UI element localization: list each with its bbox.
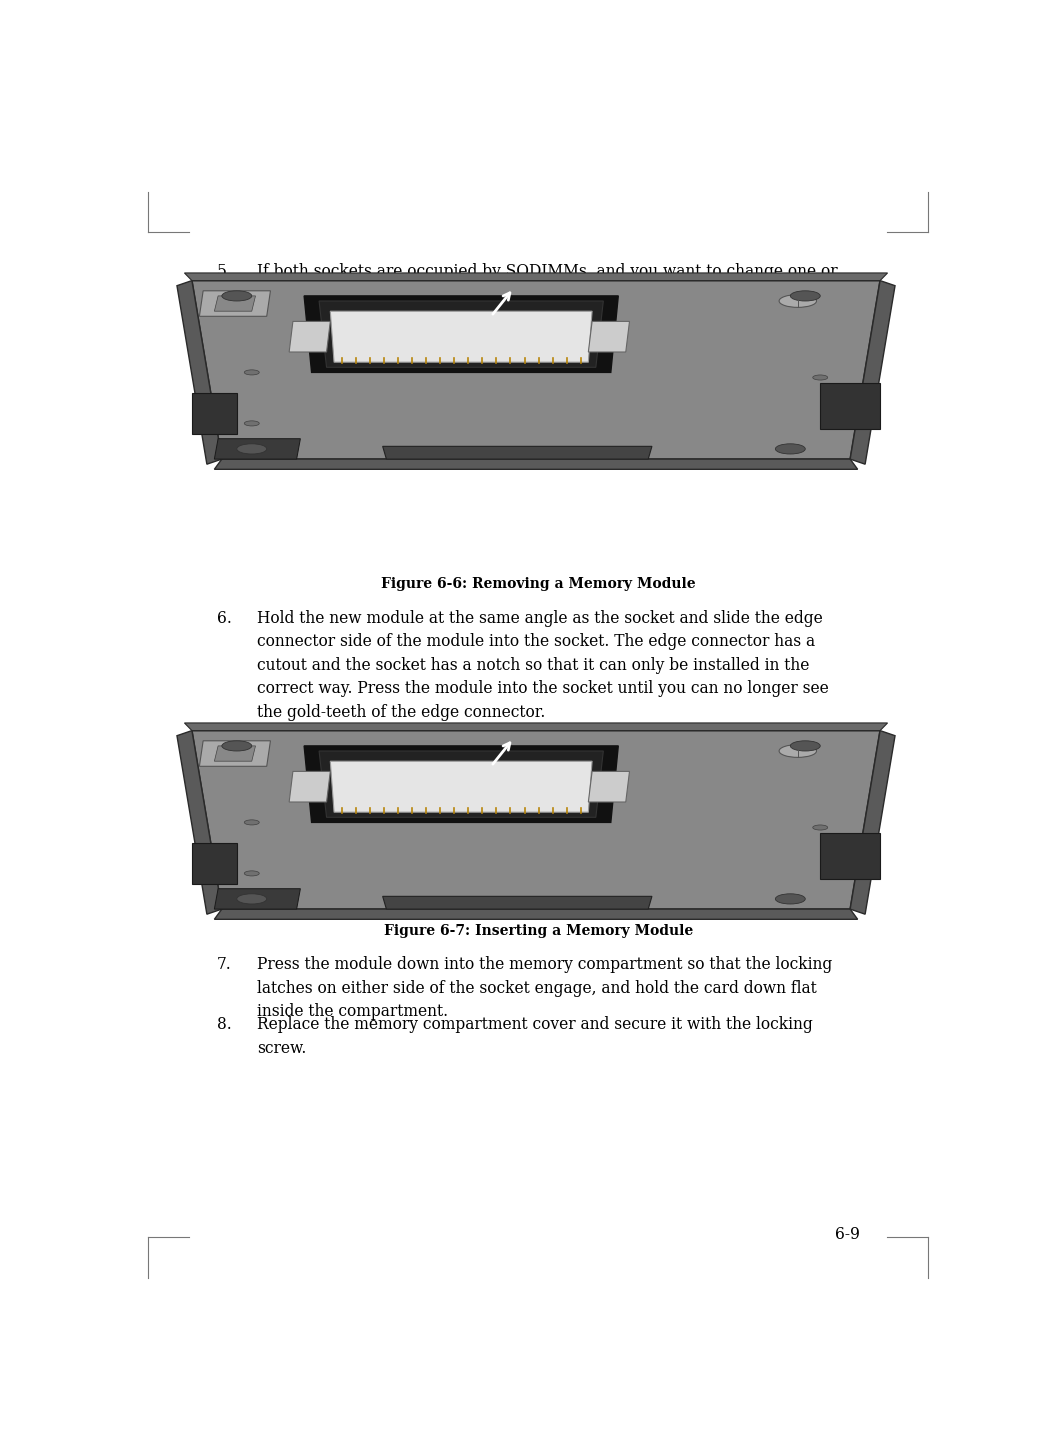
Polygon shape [319,301,604,367]
Circle shape [245,370,259,375]
Polygon shape [588,771,630,802]
Polygon shape [820,383,880,429]
Text: Press the module down into the memory compartment so that the locking
latches on: Press the module down into the memory co… [257,956,832,1020]
Polygon shape [192,842,237,883]
Polygon shape [185,723,887,730]
Polygon shape [214,889,300,909]
Polygon shape [192,281,880,460]
Polygon shape [192,393,237,434]
Text: 6.: 6. [216,610,231,627]
Text: Hold the new module at the same angle as the socket and slide the edge
connector: Hold the new module at the same angle as… [257,610,828,720]
Polygon shape [289,771,331,802]
Circle shape [813,375,827,380]
Polygon shape [214,746,255,761]
Circle shape [791,291,820,301]
Polygon shape [382,896,652,909]
Circle shape [222,741,252,751]
Polygon shape [319,751,604,818]
Polygon shape [214,460,858,470]
Polygon shape [850,281,895,464]
Circle shape [775,444,805,454]
Text: If both sockets are occupied by SODIMMs, and you want to change one or
both of t: If both sockets are occupied by SODIMMs,… [257,263,845,374]
Polygon shape [304,295,618,372]
Text: 8.: 8. [216,1016,231,1033]
Polygon shape [214,439,300,460]
Text: Replace the memory compartment cover and secure it with the locking
screw.: Replace the memory compartment cover and… [257,1016,813,1056]
Polygon shape [177,730,222,914]
Polygon shape [192,730,880,909]
Polygon shape [382,447,652,460]
Polygon shape [185,274,887,281]
Polygon shape [331,311,592,362]
Polygon shape [214,909,858,920]
Text: 5.: 5. [216,263,231,281]
Polygon shape [304,746,618,822]
Text: 7.: 7. [216,956,231,973]
Circle shape [779,294,817,307]
Circle shape [779,745,817,758]
Circle shape [245,872,259,876]
Polygon shape [200,741,271,767]
Polygon shape [200,291,271,316]
Polygon shape [331,761,592,812]
Circle shape [237,893,267,904]
Polygon shape [820,832,880,879]
Circle shape [775,893,805,904]
Circle shape [813,825,827,829]
Circle shape [245,819,259,825]
Polygon shape [588,322,630,352]
Polygon shape [177,281,222,464]
Circle shape [791,741,820,751]
Circle shape [245,420,259,426]
Text: Figure 6-7: Inserting a Memory Module: Figure 6-7: Inserting a Memory Module [383,924,693,938]
Polygon shape [214,295,255,311]
Polygon shape [850,730,895,914]
Polygon shape [289,322,331,352]
Text: 6-9: 6-9 [835,1225,860,1243]
Circle shape [222,291,252,301]
Text: Figure 6-6: Removing a Memory Module: Figure 6-6: Removing a Memory Module [381,578,695,591]
Circle shape [237,444,267,454]
